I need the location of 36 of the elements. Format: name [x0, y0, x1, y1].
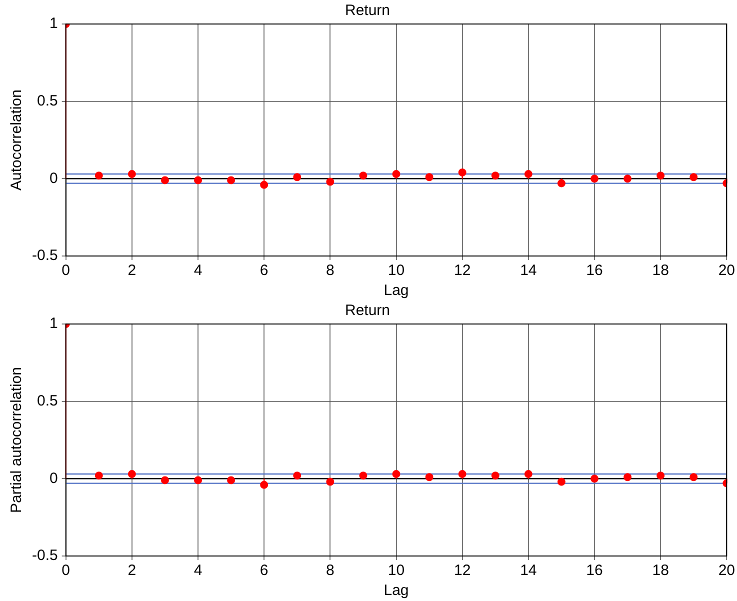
x-tick-label: 16 [586, 262, 603, 280]
x-tick-label: 14 [520, 262, 537, 280]
x-tick-label: 2 [128, 562, 136, 580]
y-axis-title: Autocorrelation [8, 90, 26, 190]
y-tick-label: 0.5 [36, 392, 58, 410]
x-tick-label: 16 [586, 562, 603, 580]
x-tick-label: 12 [454, 562, 471, 580]
x-tick-label: 6 [260, 262, 268, 280]
y-tick-label: 0.5 [36, 92, 58, 110]
x-axis-title: Lag [384, 582, 409, 600]
y-tick-label: 0 [50, 470, 58, 487]
x-tick-label: 4 [194, 562, 202, 580]
x-tick-label: 18 [652, 262, 669, 280]
y-tick-label: -0.5 [32, 547, 58, 564]
x-tick-label: 4 [194, 262, 202, 280]
x-tick-label: 20 [718, 562, 735, 580]
y-tick-label: 1 [50, 315, 58, 332]
x-tick-label: 0 [62, 562, 70, 580]
y-tick-label: 1 [50, 15, 58, 32]
x-tick-label: 10 [388, 562, 405, 580]
x-tick-label: 12 [454, 262, 471, 280]
chart-title: Return [344, 2, 390, 20]
x-axis-title: Lag [384, 282, 409, 300]
x-tick-label: 6 [260, 562, 268, 580]
x-tick-label: 20 [718, 262, 735, 280]
y-tick-label: 0 [50, 170, 58, 187]
y-axis-title: Partial autocorrelation [8, 367, 26, 513]
x-tick-label: 8 [326, 262, 334, 280]
x-tick-label: 18 [652, 562, 669, 580]
x-tick-label: 14 [520, 562, 537, 580]
x-tick-label: 2 [128, 262, 136, 280]
x-tick-label: 0 [62, 262, 70, 280]
x-tick-label: 10 [388, 262, 405, 280]
chart-title: Return [344, 302, 390, 320]
x-tick-label: 8 [326, 562, 334, 580]
y-tick-label: -0.5 [32, 247, 58, 264]
